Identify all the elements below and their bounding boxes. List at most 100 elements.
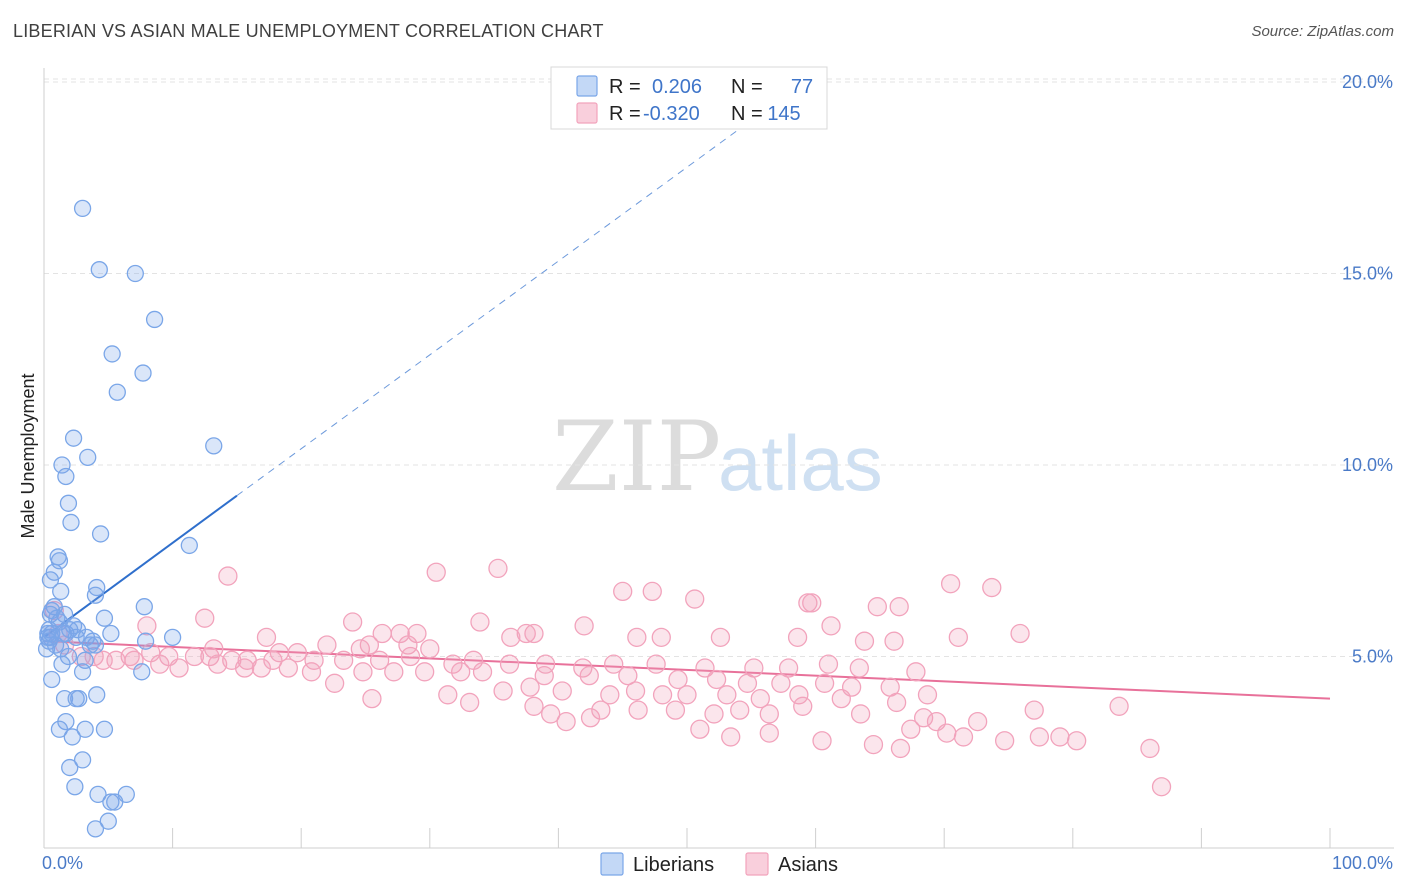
asian-point bbox=[488, 558, 508, 579]
liberian-point bbox=[136, 632, 155, 650]
asian-point bbox=[534, 666, 554, 686]
asian-n-value: 145 bbox=[767, 103, 800, 125]
asian-point bbox=[200, 646, 220, 667]
asian-point bbox=[906, 662, 926, 682]
axes bbox=[43, 68, 1394, 849]
legend-liberians-label: Liberians bbox=[633, 854, 714, 876]
liberian-point bbox=[79, 448, 97, 466]
y-tick-label: 10.0% bbox=[1342, 455, 1393, 475]
liberian-point bbox=[73, 199, 92, 218]
asian-point bbox=[362, 688, 382, 709]
asian-point bbox=[333, 650, 354, 670]
asian-point bbox=[710, 627, 731, 647]
y-tick-label: 20.0% bbox=[1342, 72, 1393, 92]
asian-point bbox=[324, 673, 345, 693]
asian-point bbox=[472, 662, 493, 682]
asian-point bbox=[690, 719, 710, 739]
liberian-point bbox=[53, 655, 71, 673]
liberian-point bbox=[66, 778, 84, 796]
liberian-point bbox=[59, 494, 78, 512]
asian-swatch bbox=[576, 102, 598, 124]
asian-point bbox=[556, 711, 576, 732]
asian-point bbox=[580, 708, 601, 728]
asian-n-label: N = bbox=[731, 103, 763, 125]
asian-point bbox=[1010, 623, 1030, 644]
asian-point bbox=[737, 673, 758, 693]
asian-point bbox=[889, 597, 909, 617]
data-points bbox=[37, 199, 1172, 838]
asian-point bbox=[812, 731, 832, 751]
asian-point bbox=[541, 704, 561, 724]
asian-point bbox=[793, 696, 813, 716]
asian-point bbox=[706, 669, 727, 690]
asian-point bbox=[677, 685, 697, 705]
asian-point bbox=[426, 562, 446, 582]
asian-point bbox=[814, 673, 835, 693]
asian-point bbox=[384, 662, 404, 682]
asian-point bbox=[618, 666, 638, 686]
liberian-point bbox=[67, 689, 85, 708]
asian-point bbox=[470, 612, 490, 632]
x-tick-label: 0.0% bbox=[42, 853, 83, 873]
asian-point bbox=[573, 658, 593, 678]
asian-point bbox=[901, 719, 921, 739]
asian-point bbox=[704, 704, 724, 724]
tick-labels: 5.0% 10.0% 15.0% 20.0% 0.0% 100.0% bbox=[42, 72, 1393, 873]
asian-point bbox=[579, 666, 599, 686]
chart-title: LIBERIAN VS ASIAN MALE UNEMPLOYMENT CORR… bbox=[13, 21, 604, 41]
asian-r-value: -0.320 bbox=[643, 103, 700, 125]
legend-asians-swatch bbox=[745, 852, 769, 876]
liberian-point bbox=[145, 310, 164, 329]
asian-r-label: R = bbox=[609, 103, 641, 125]
asian-point bbox=[443, 654, 463, 674]
liberian-trend-line bbox=[43, 494, 238, 639]
series-legend: Liberians Asians bbox=[600, 852, 838, 876]
asian-point bbox=[1029, 727, 1050, 747]
x-tick-label: 100.0% bbox=[1332, 853, 1393, 873]
liberian-point bbox=[61, 758, 79, 777]
asian-point bbox=[627, 627, 647, 647]
asian-point bbox=[218, 566, 238, 586]
asian-point bbox=[665, 700, 686, 720]
asian-point bbox=[493, 681, 513, 701]
liberian-point bbox=[52, 582, 70, 601]
liberian-point bbox=[73, 663, 92, 681]
liberian-point bbox=[37, 640, 56, 658]
asian-point bbox=[613, 581, 633, 602]
liberian-point bbox=[90, 261, 108, 279]
liberian-point bbox=[63, 728, 81, 746]
stats-legend: R = 0.206 N = 77 R = -0.320 N = 145 bbox=[550, 66, 828, 130]
asian-point bbox=[937, 723, 957, 743]
asian-point bbox=[850, 704, 871, 724]
asian-point bbox=[350, 639, 371, 659]
asian-point bbox=[524, 623, 544, 644]
liberian-point bbox=[126, 264, 144, 283]
asian-point bbox=[940, 574, 961, 594]
asian-point bbox=[759, 704, 779, 724]
asian-point bbox=[1151, 777, 1172, 797]
liberian-point bbox=[57, 467, 75, 486]
liberian-point bbox=[180, 536, 198, 555]
liberian-point bbox=[43, 670, 61, 689]
liberian-point bbox=[163, 628, 182, 646]
liberian-point bbox=[61, 621, 79, 639]
asian-point bbox=[256, 627, 277, 647]
asian-point bbox=[867, 597, 887, 617]
asian-point bbox=[390, 623, 410, 644]
asian-point bbox=[953, 727, 974, 747]
asian-point bbox=[342, 612, 363, 632]
trend-lines bbox=[43, 119, 1331, 700]
liberian-r-value: 0.206 bbox=[652, 76, 702, 98]
asian-point bbox=[169, 658, 189, 678]
liberian-point bbox=[108, 383, 126, 401]
asian-point bbox=[778, 658, 799, 678]
asian-point bbox=[1050, 727, 1070, 747]
asian-point bbox=[789, 685, 809, 705]
liberian-point bbox=[95, 720, 114, 738]
asian-trend-line bbox=[43, 640, 1331, 700]
liberian-point bbox=[205, 437, 223, 455]
asian-point bbox=[195, 608, 215, 628]
asian-point bbox=[400, 646, 421, 667]
asian-point bbox=[651, 627, 671, 647]
liberian-point bbox=[76, 720, 94, 738]
